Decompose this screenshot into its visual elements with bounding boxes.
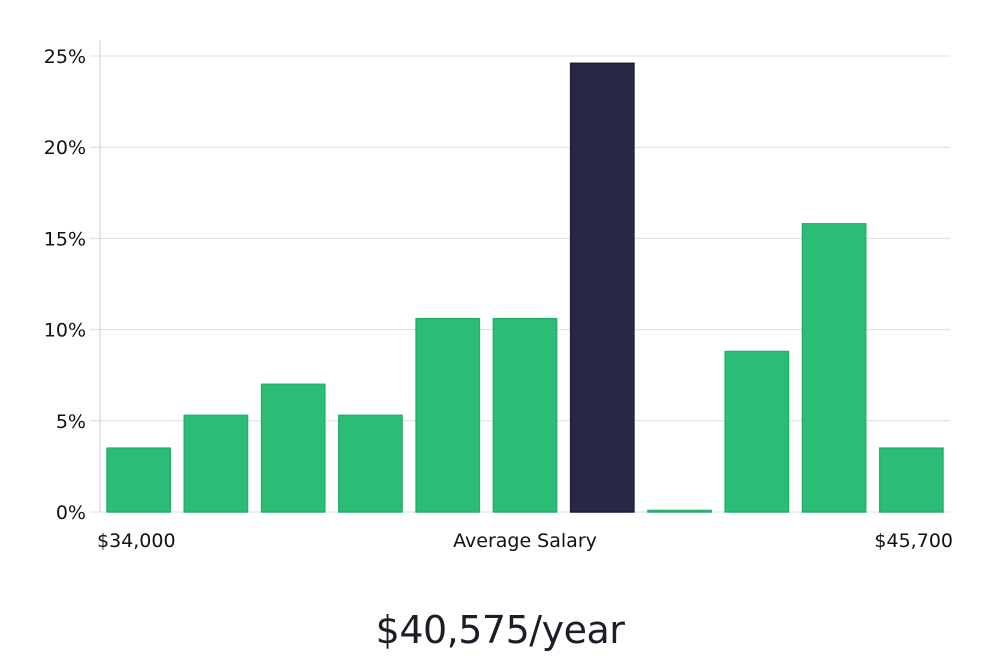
- bar-5: [492, 317, 558, 513]
- bar-10: [878, 447, 944, 513]
- average-salary-value: $40,575/year: [375, 608, 625, 652]
- x-axis-title: Average Salary: [453, 530, 597, 552]
- bar-0: [106, 447, 172, 513]
- y-tick-label-25: 25%: [44, 46, 86, 68]
- y-tick-label-0: 0%: [56, 502, 86, 524]
- bar-7: [647, 509, 712, 513]
- bar-highlight: [569, 62, 635, 513]
- bar-4: [415, 317, 481, 513]
- y-tick-label-20: 20%: [44, 137, 86, 159]
- x-label-min: $34,000: [97, 530, 176, 552]
- bar-3: [338, 414, 403, 513]
- y-tick-label-15: 15%: [44, 228, 86, 250]
- bar-1: [183, 414, 249, 513]
- x-label-max: $45,700: [874, 530, 953, 552]
- bar-8: [724, 350, 790, 513]
- salary-distribution-chart: 0% 5% 10% 15% 20% 25% $34,000 Average Salary $45…: [44, 40, 953, 552]
- bar-9: [801, 223, 867, 513]
- y-tick-label-10: 10%: [44, 320, 86, 342]
- bar-2: [260, 383, 326, 513]
- y-tick-label-5: 5%: [56, 411, 86, 433]
